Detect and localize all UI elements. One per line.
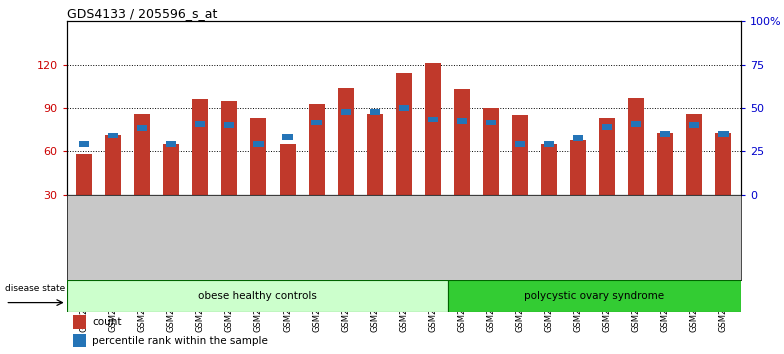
Bar xyxy=(657,132,673,195)
Bar xyxy=(163,144,180,195)
Bar xyxy=(195,121,205,127)
Text: obese healthy controls: obese healthy controls xyxy=(198,291,317,301)
Bar xyxy=(67,280,448,312)
Bar xyxy=(250,118,267,195)
Bar xyxy=(628,98,644,195)
Bar xyxy=(512,115,528,195)
Bar xyxy=(105,136,122,195)
Bar xyxy=(108,132,118,138)
Bar xyxy=(76,154,92,195)
Bar xyxy=(573,136,583,141)
Bar xyxy=(486,120,496,125)
Text: count: count xyxy=(93,318,122,327)
Bar xyxy=(544,141,554,147)
Bar xyxy=(660,131,670,137)
Bar xyxy=(280,144,296,195)
Bar xyxy=(631,121,641,127)
Bar xyxy=(338,88,354,195)
Bar xyxy=(602,124,612,130)
Bar xyxy=(396,73,412,195)
Bar xyxy=(221,101,238,195)
Text: percentile rank within the sample: percentile rank within the sample xyxy=(93,336,268,346)
Bar xyxy=(253,141,263,147)
Bar xyxy=(74,334,85,347)
Bar xyxy=(686,114,702,195)
Bar xyxy=(79,141,89,147)
Bar xyxy=(282,134,292,140)
Bar xyxy=(137,125,147,131)
Bar xyxy=(311,120,321,125)
Bar xyxy=(340,109,350,115)
Bar xyxy=(541,144,557,195)
Text: GDS4133 / 205596_s_at: GDS4133 / 205596_s_at xyxy=(67,7,217,20)
Bar xyxy=(599,118,615,195)
Bar xyxy=(134,114,151,195)
Bar xyxy=(457,118,467,124)
Bar xyxy=(428,117,438,122)
Bar xyxy=(454,89,470,195)
Bar xyxy=(369,109,379,115)
Bar xyxy=(483,108,499,195)
Bar xyxy=(718,131,728,137)
Bar xyxy=(515,141,525,147)
Bar xyxy=(425,63,441,195)
Bar xyxy=(224,122,234,128)
Bar xyxy=(192,99,209,195)
Bar xyxy=(74,315,85,329)
Text: polycystic ovary syndrome: polycystic ovary syndrome xyxy=(524,291,664,301)
Bar xyxy=(399,105,408,111)
Bar xyxy=(716,132,731,195)
Bar xyxy=(689,122,699,128)
Bar xyxy=(367,114,383,195)
Bar xyxy=(309,104,325,195)
Bar xyxy=(166,141,176,147)
Bar xyxy=(448,280,741,312)
Bar xyxy=(570,140,586,195)
Text: disease state: disease state xyxy=(5,284,66,293)
